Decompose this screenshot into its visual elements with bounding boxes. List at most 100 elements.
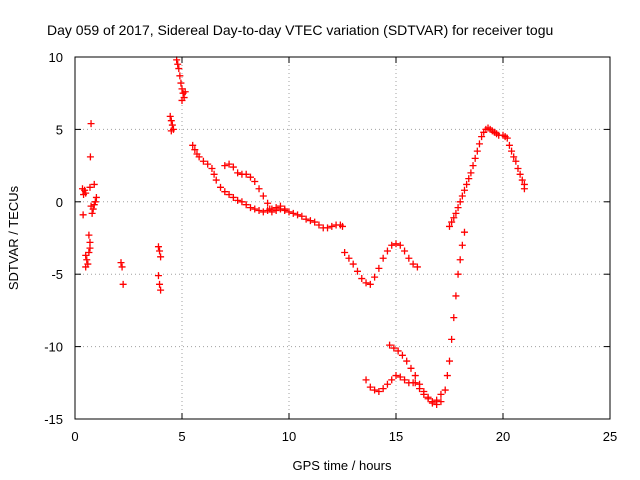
data-point bbox=[379, 254, 387, 262]
data-point bbox=[87, 120, 95, 128]
data-point bbox=[358, 275, 366, 283]
data-point bbox=[117, 259, 125, 267]
data-point bbox=[90, 180, 98, 188]
data-point bbox=[403, 357, 411, 365]
data-point bbox=[407, 364, 415, 372]
data-point bbox=[167, 117, 175, 125]
data-point bbox=[289, 209, 297, 217]
data-point bbox=[401, 376, 409, 384]
data-point bbox=[328, 222, 336, 230]
data-point bbox=[156, 247, 164, 255]
data-point bbox=[341, 248, 349, 256]
data-point bbox=[458, 241, 466, 249]
data-point bbox=[212, 176, 220, 184]
data-point bbox=[199, 157, 207, 165]
data-point bbox=[251, 178, 259, 186]
data-point bbox=[437, 390, 445, 398]
data-point bbox=[454, 270, 462, 278]
data-point bbox=[246, 204, 254, 212]
data-point bbox=[168, 121, 176, 129]
data-point bbox=[85, 248, 93, 256]
data-point bbox=[450, 314, 458, 322]
data-point bbox=[176, 72, 184, 80]
data-point bbox=[508, 147, 516, 155]
data-point bbox=[345, 254, 353, 262]
data-point bbox=[157, 286, 165, 294]
data-point bbox=[505, 141, 513, 149]
x-tick-label: 20 bbox=[496, 429, 510, 444]
data-point bbox=[516, 170, 524, 178]
chart-title: Day 059 of 2017, Sidereal Day-to-day VTE… bbox=[47, 22, 553, 38]
data-point bbox=[510, 153, 518, 161]
data-point bbox=[353, 267, 361, 275]
data-point bbox=[234, 169, 242, 177]
data-point bbox=[460, 228, 468, 236]
data-point bbox=[285, 208, 293, 216]
data-point bbox=[88, 209, 96, 217]
data-point bbox=[390, 344, 398, 352]
data-point bbox=[302, 215, 310, 223]
y-tick-label: -15 bbox=[44, 412, 63, 427]
data-point bbox=[221, 162, 229, 170]
data-point bbox=[514, 164, 522, 172]
data-point bbox=[281, 205, 289, 213]
data-point bbox=[324, 224, 332, 232]
data-point bbox=[463, 180, 471, 188]
data-point bbox=[456, 198, 464, 206]
data-point bbox=[475, 140, 483, 148]
data-point bbox=[255, 206, 263, 214]
data-point bbox=[82, 263, 90, 271]
data-point bbox=[217, 183, 225, 191]
y-tick-label: -10 bbox=[44, 340, 63, 355]
data-point bbox=[167, 127, 175, 135]
data-point bbox=[225, 160, 233, 168]
data-point bbox=[246, 173, 254, 181]
data-point bbox=[386, 341, 394, 349]
data-point bbox=[156, 280, 164, 288]
x-axis-label: GPS time / hours bbox=[293, 458, 392, 473]
data-point bbox=[229, 163, 237, 171]
data-point bbox=[175, 65, 183, 73]
data-point bbox=[371, 386, 379, 394]
data-point bbox=[242, 201, 250, 209]
data-point bbox=[446, 357, 453, 365]
data-point bbox=[259, 192, 267, 200]
data-point bbox=[396, 373, 404, 381]
axis-ticks bbox=[74, 56, 611, 420]
data-point bbox=[311, 218, 319, 226]
data-point bbox=[118, 263, 126, 271]
data-point bbox=[394, 347, 402, 355]
data-point bbox=[392, 372, 400, 380]
data-point bbox=[465, 175, 473, 183]
data-point bbox=[259, 208, 267, 216]
data-point bbox=[173, 56, 181, 64]
data-point bbox=[85, 231, 93, 239]
data-point bbox=[375, 387, 383, 395]
data-point bbox=[512, 157, 520, 165]
data-point bbox=[339, 222, 346, 230]
data-point bbox=[441, 386, 449, 394]
data-point bbox=[306, 217, 314, 225]
data-point bbox=[298, 212, 306, 220]
x-tick-labels: 0 5 10 15 20 25 bbox=[71, 429, 617, 444]
data-point bbox=[467, 169, 475, 177]
data-point bbox=[178, 96, 186, 104]
data-point bbox=[471, 154, 479, 162]
data-point bbox=[366, 383, 374, 391]
data-point bbox=[413, 263, 421, 271]
data-point bbox=[452, 292, 460, 300]
data-point bbox=[478, 133, 486, 141]
data-point bbox=[272, 206, 280, 214]
data-point bbox=[210, 170, 218, 178]
data-point bbox=[119, 280, 127, 288]
data-point bbox=[174, 60, 182, 68]
data-point bbox=[473, 147, 481, 155]
data-point bbox=[221, 188, 229, 196]
data-point bbox=[268, 208, 276, 216]
data-point bbox=[411, 372, 419, 380]
data-point bbox=[452, 209, 460, 217]
data-point bbox=[276, 202, 284, 210]
data-point bbox=[450, 214, 458, 222]
data-point bbox=[177, 79, 185, 87]
data-point bbox=[362, 279, 370, 287]
